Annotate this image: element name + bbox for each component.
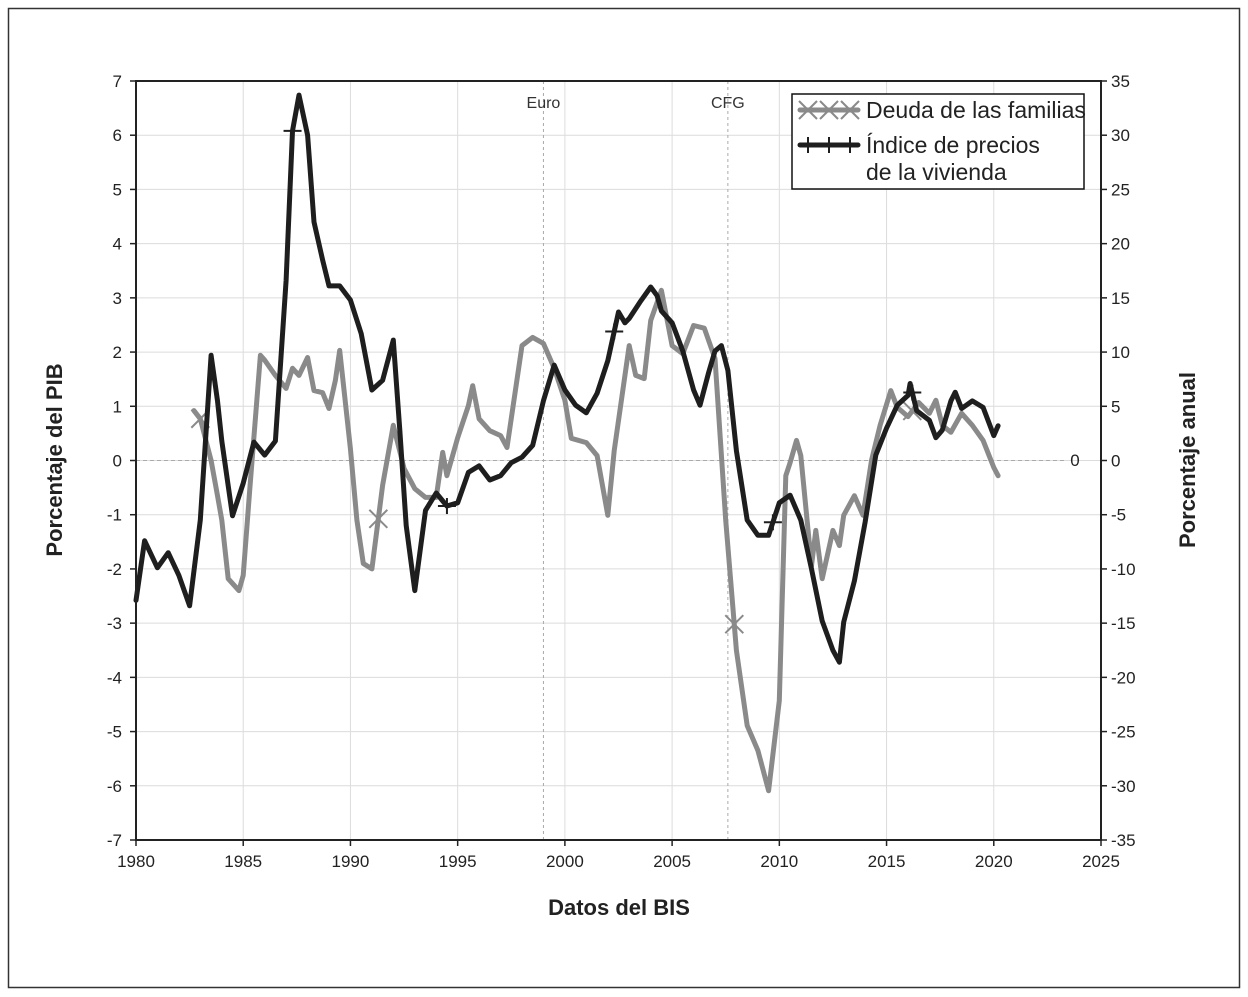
legend-x-stroke (840, 100, 860, 120)
y-left-tick-label: 4 (113, 235, 122, 254)
marker-stroke (368, 509, 389, 529)
series-lines (133, 92, 1001, 794)
y-left-tick-label: 5 (113, 180, 122, 199)
legend-label-vivienda-1: Índice de precios (866, 132, 1040, 158)
event-label: Euro (527, 95, 561, 112)
event-label: CFG (711, 95, 745, 112)
y-right-tick-label: -25 (1111, 723, 1136, 742)
y-left-tick-label: 1 (113, 397, 122, 416)
y-right-tick-label: -30 (1111, 777, 1136, 796)
y-left-tick-label: -2 (107, 560, 122, 579)
y-right-tick-label: 0 (1111, 452, 1120, 471)
y-right-tick-label: 10 (1111, 343, 1130, 362)
y-left-tick-label: 7 (113, 72, 122, 91)
legend-label-vivienda-2: de la vivienda (866, 159, 1007, 185)
legend-label-deuda: Deuda de las familias (866, 97, 1086, 123)
legend-swatch-vivienda (797, 137, 861, 153)
x-tick-label: 1985 (224, 852, 262, 871)
plus-marker-icon (763, 514, 782, 531)
y-right-tick-label: 35 (1111, 72, 1130, 91)
plus-marker-icon (605, 323, 624, 340)
x-tick-label: 1995 (439, 852, 477, 871)
y-right-tick-label: 25 (1111, 180, 1130, 199)
y-right-tick-label: -10 (1111, 560, 1136, 579)
legend-x-stroke (819, 100, 839, 120)
x-tick-label: 1990 (332, 852, 370, 871)
x-marker-icon (724, 614, 745, 634)
y-left-tick-label: 2 (113, 343, 122, 362)
x-tick-label: 2010 (760, 852, 798, 871)
x-tick-label: 2005 (653, 852, 691, 871)
y-right-tick-label: -20 (1111, 668, 1136, 687)
y-axis-right-title: Porcentaje anual (1175, 372, 1200, 548)
y-right-tick-label: -35 (1111, 831, 1136, 850)
y-right-tick-label: -15 (1111, 614, 1136, 633)
y-left-tick-label: 0 (113, 452, 122, 471)
axes: 1980 1985 1990 1995 2000 2005 2010 2015 2020 2025… (107, 72, 1136, 871)
x-tick-label: 2020 (975, 852, 1013, 871)
x-tick-label: 2000 (546, 852, 584, 871)
zero-label: 0 (1070, 451, 1079, 470)
plus-marker-icon (283, 122, 302, 139)
y-right-tick-label: 15 (1111, 289, 1130, 308)
legend-swatch-deuda (797, 100, 861, 120)
series-line-deuda (191, 287, 1001, 794)
y-right-tick-label: 30 (1111, 126, 1130, 145)
plus-marker-icon (437, 498, 456, 515)
y-left-tick-label: -3 (107, 614, 122, 633)
legend-x-stroke (798, 100, 818, 120)
legend: Deuda de las familias Índice de precios … (791, 93, 1086, 190)
x-marker-icon (902, 401, 922, 421)
x-tick-label: 2025 (1082, 852, 1120, 871)
y-right-tick-label: 5 (1111, 397, 1120, 416)
x-marker-icon (368, 509, 389, 529)
x-axis-title: Datos del BIS (548, 895, 690, 920)
y-right-tick-label: -5 (1111, 506, 1126, 525)
y-left-tick-label: 6 (113, 126, 122, 145)
y-axis-left-title: Porcentaje del PIB (42, 363, 67, 556)
marker-stroke (724, 614, 745, 634)
y-left-tick-label: -5 (107, 723, 122, 742)
marker-stroke (902, 401, 922, 421)
x-tick-label: 2015 (868, 852, 906, 871)
plus-marker-icon (903, 384, 922, 401)
y-left-tick-label: 3 (113, 289, 122, 308)
y-left-tick-label: -4 (107, 668, 122, 687)
y-left-tick-label: -6 (107, 777, 122, 796)
series-line-vivienda (133, 92, 1001, 665)
x-tick-label: 1980 (117, 852, 155, 871)
y-right-tick-label: 20 (1111, 235, 1130, 254)
y-left-tick-label: -7 (107, 831, 122, 850)
y-left-tick-label: -1 (107, 506, 122, 525)
